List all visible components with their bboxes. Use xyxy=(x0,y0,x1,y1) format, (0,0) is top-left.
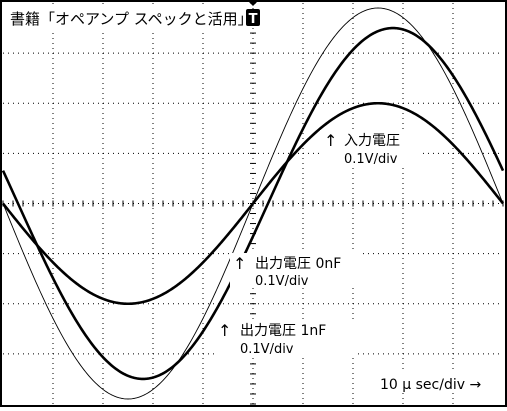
annot-bg-input xyxy=(320,130,420,164)
annot-name-input: 入力電圧 xyxy=(344,133,400,149)
trace-output-0nf xyxy=(2,7,504,400)
annot-name-out1: 出力電圧 1nF xyxy=(240,323,326,339)
annot-name-out0: 出力電圧 0nF xyxy=(255,256,341,272)
trigger-marker: T xyxy=(246,1,260,27)
annot-arrow-out1: ↑ xyxy=(218,321,231,340)
annot-scale-input: 0.1V/div xyxy=(344,152,398,167)
annot-arrow-out0: ↑ xyxy=(233,254,246,273)
chart-title: 書籍「オペアンプ スペックと活用」 xyxy=(10,10,253,28)
annot-arrow-input: ↑ xyxy=(324,131,337,150)
annot-bg-out1 xyxy=(214,319,354,355)
trigger-label: T xyxy=(249,12,258,27)
annot-scale-out1: 0.1V/div xyxy=(240,342,294,357)
annot-bg-out0 xyxy=(230,253,360,287)
title-backing xyxy=(6,7,244,29)
traces xyxy=(1,7,505,400)
trace-output-1nf xyxy=(1,26,505,381)
annot-scale-out0: 0.1V/div xyxy=(255,274,309,289)
timebase-label: 10 μ sec/div → xyxy=(380,377,481,393)
timebase-backing xyxy=(374,373,500,393)
